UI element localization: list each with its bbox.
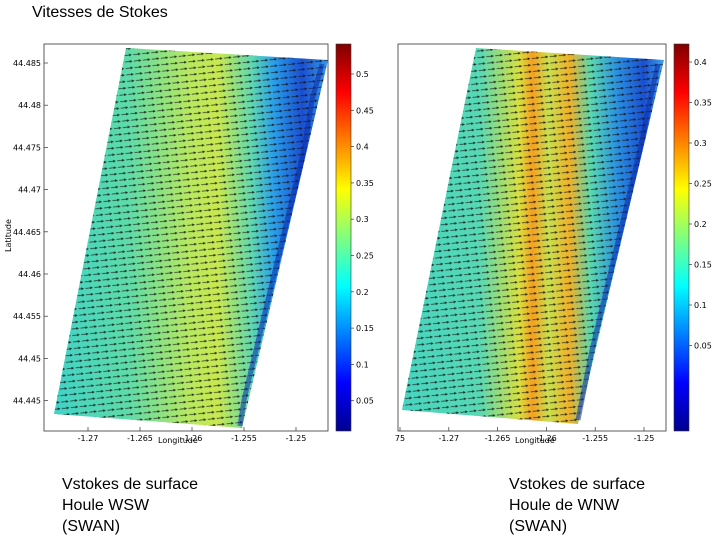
left-y-ticks: 44.485 44.48 44.475 44.47 44.465 44.46 44.455 4…	[13, 59, 48, 406]
left-y-tick-label: 44.47	[18, 186, 41, 195]
right-x-tick-label: -1.265	[485, 434, 511, 443]
right-colorbar-tick-label: 0.2	[694, 220, 707, 229]
left-colorbar-tick-label: 0.3	[356, 215, 369, 224]
right-colorbar-ticks: 0.4 0.35 0.3 0.25 0.2 0.15 0.1 0.05	[689, 58, 712, 351]
right-shoreline	[575, 63, 661, 421]
left-y-tick-label: 44.465	[13, 228, 41, 237]
left-y-tick-label: 44.475	[13, 143, 41, 152]
right-x-tick-label: -1.26	[536, 434, 557, 443]
right-colorbar-tick-label: 0.15	[694, 261, 712, 270]
left-colorbar	[335, 43, 352, 432]
caption-right: Vstokes de surface Houle de WNW (SWAN)	[509, 476, 646, 535]
page-title: Vitesses de Stokes	[32, 4, 168, 21]
left-x-ticks: -1.27 -1.265 -1.26 -1.255 -1.25	[78, 427, 307, 443]
right-colorbar-tick-label: 0.1	[694, 301, 707, 310]
left-x-tick-label: -1.255	[231, 434, 257, 443]
left-y-tick-label: 44.45	[18, 354, 41, 363]
left-colorbar-tick-label: 0.5	[356, 70, 369, 79]
left-y-tick-label: 44.445	[13, 397, 41, 406]
right-colorbar-tick-label: 0.35	[694, 99, 712, 108]
right-colorbar-tick-label: 0.4	[694, 58, 707, 67]
left-ylabel: Latitude	[4, 219, 13, 252]
left-y-tick-label: 44.455	[13, 312, 41, 321]
right-colorbar-tick-label: 0.3	[694, 139, 707, 148]
left-colorbar-tick-label: 0.15	[356, 324, 374, 333]
left-shoreline	[237, 63, 325, 427]
left-colorbar-tick-label: 0.4	[356, 143, 369, 152]
left-xlabel: Longitude	[158, 436, 198, 445]
right-chart: 75 -1.27 -1.265 -1.26 -1.255 -1.25 Longitude …	[395, 43, 712, 445]
left-chart: 44.485 44.48 44.475 44.47 44.465 44.46 44.455 4…	[4, 43, 374, 445]
left-colorbar-tick-label: 0.05	[356, 397, 374, 406]
left-colorbar-tick-label: 0.2	[356, 288, 369, 297]
right-x-ticks: 75 -1.27 -1.265 -1.26 -1.255 -1.25	[395, 427, 654, 443]
left-x-tick-label: -1.265	[127, 434, 153, 443]
left-colorbar-tick-label: 0.45	[356, 106, 374, 115]
right-x-tick-label: 75	[395, 434, 405, 443]
right-colorbar-tick-label: 0.05	[694, 342, 712, 351]
left-x-tick-label: -1.25	[286, 434, 307, 443]
left-y-tick-label: 44.48	[18, 101, 41, 110]
left-colorbar-tick-label: 0.1	[356, 360, 369, 369]
left-x-tick-label: -1.27	[78, 434, 99, 443]
right-colorbar	[673, 43, 690, 432]
left-colorbar-ticks: 0.5 0.45 0.4 0.35 0.3 0.25 0.2 0.15 0.1 0.05	[351, 70, 374, 406]
right-x-tick-label: -1.255	[582, 434, 608, 443]
caption-left: Vstokes de surface Houle WSW (SWAN)	[62, 476, 199, 535]
right-xlabel: Longitude	[515, 436, 555, 445]
left-y-tick-label: 44.485	[13, 59, 41, 68]
right-x-tick-label: -1.27	[438, 434, 459, 443]
left-y-tick-label: 44.46	[18, 270, 41, 279]
left-x-tick-label: -1.26	[182, 434, 203, 443]
left-colorbar-tick-label: 0.25	[356, 252, 374, 261]
right-x-tick-label: -1.25	[634, 434, 655, 443]
left-colorbar-tick-label: 0.35	[356, 179, 374, 188]
right-colorbar-tick-label: 0.25	[694, 180, 712, 189]
